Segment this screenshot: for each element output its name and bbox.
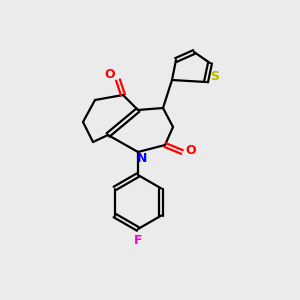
Text: S: S (211, 70, 220, 83)
Text: N: N (137, 152, 147, 166)
Text: O: O (105, 68, 115, 82)
Text: F: F (134, 233, 142, 247)
Text: O: O (186, 143, 196, 157)
